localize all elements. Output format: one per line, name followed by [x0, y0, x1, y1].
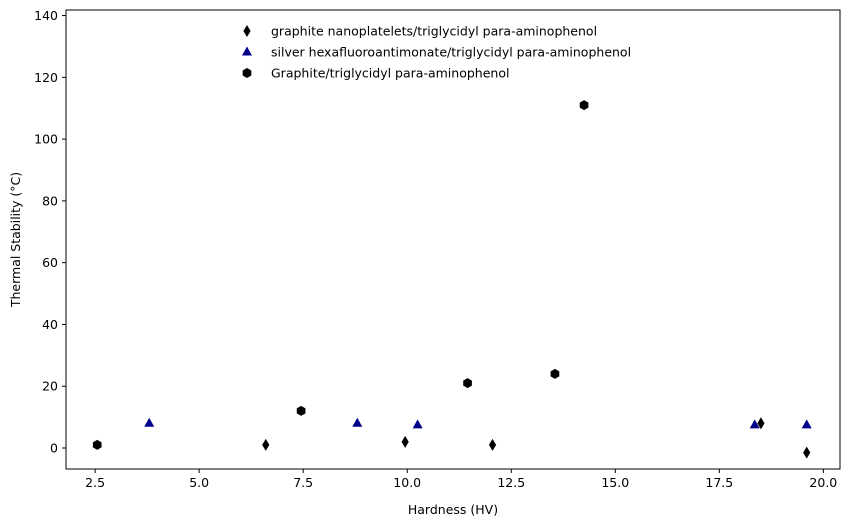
legend-marker	[242, 68, 252, 78]
x-axis: 2.5 5.0 7.5 10.0 12.5 15.0 17.5 20.0	[85, 469, 837, 490]
legend-marker	[243, 25, 251, 37]
data-point	[412, 419, 423, 429]
y-tick-label: 120	[34, 70, 58, 85]
y-tick-label: 140	[34, 8, 58, 23]
data-marks	[92, 100, 812, 459]
y-tick-label: 80	[42, 193, 58, 208]
legend-label: Graphite/triglycidyl para-aminophenol	[271, 66, 509, 81]
data-point	[401, 435, 409, 448]
x-tick-label: 5.0	[189, 475, 209, 490]
plot-frame	[65, 9, 841, 470]
x-tick-label: 20.0	[809, 475, 837, 490]
data-point	[488, 438, 497, 451]
y-axis: 0 20 40 60 80 100 120 140	[34, 8, 66, 455]
series-1	[262, 417, 811, 459]
x-tick-label: 7.5	[293, 475, 313, 490]
x-axis-label: Hardness (HV)	[408, 502, 498, 517]
data-point	[144, 417, 155, 427]
data-point	[92, 439, 102, 450]
plot-background	[66, 10, 840, 469]
y-tick-label: 100	[34, 132, 58, 147]
x-tick-label: 15.0	[601, 475, 629, 490]
y-tick-label: 20	[42, 379, 58, 394]
data-point	[749, 419, 760, 429]
data-point	[463, 378, 472, 389]
series-3	[92, 100, 589, 450]
legend: graphite nanoplatelets/triglycidyl para-…	[242, 24, 631, 81]
y-tick-label: 60	[42, 255, 58, 270]
data-point	[803, 446, 811, 459]
data-point	[757, 417, 765, 430]
legend-label: graphite nanoplatelets/triglycidyl para-…	[271, 24, 597, 39]
data-point	[550, 368, 560, 379]
legend-label: silver hexafluoroantimonate/triglycidyl …	[271, 45, 631, 60]
data-point	[579, 100, 589, 111]
data-point	[296, 405, 306, 416]
data-point	[262, 438, 270, 451]
x-tick-label: 2.5	[85, 475, 105, 490]
x-tick-label: 12.5	[497, 475, 525, 490]
x-tick-label: 17.5	[705, 475, 733, 490]
x-tick-label: 10.0	[393, 475, 421, 490]
data-point	[801, 419, 812, 429]
series-2	[144, 417, 812, 429]
data-point	[352, 417, 363, 427]
y-tick-label: 0	[50, 440, 58, 455]
y-tick-label: 40	[42, 317, 58, 332]
legend-marker	[242, 46, 252, 56]
y-axis-label: Thermal Stability (°C)	[8, 172, 23, 308]
